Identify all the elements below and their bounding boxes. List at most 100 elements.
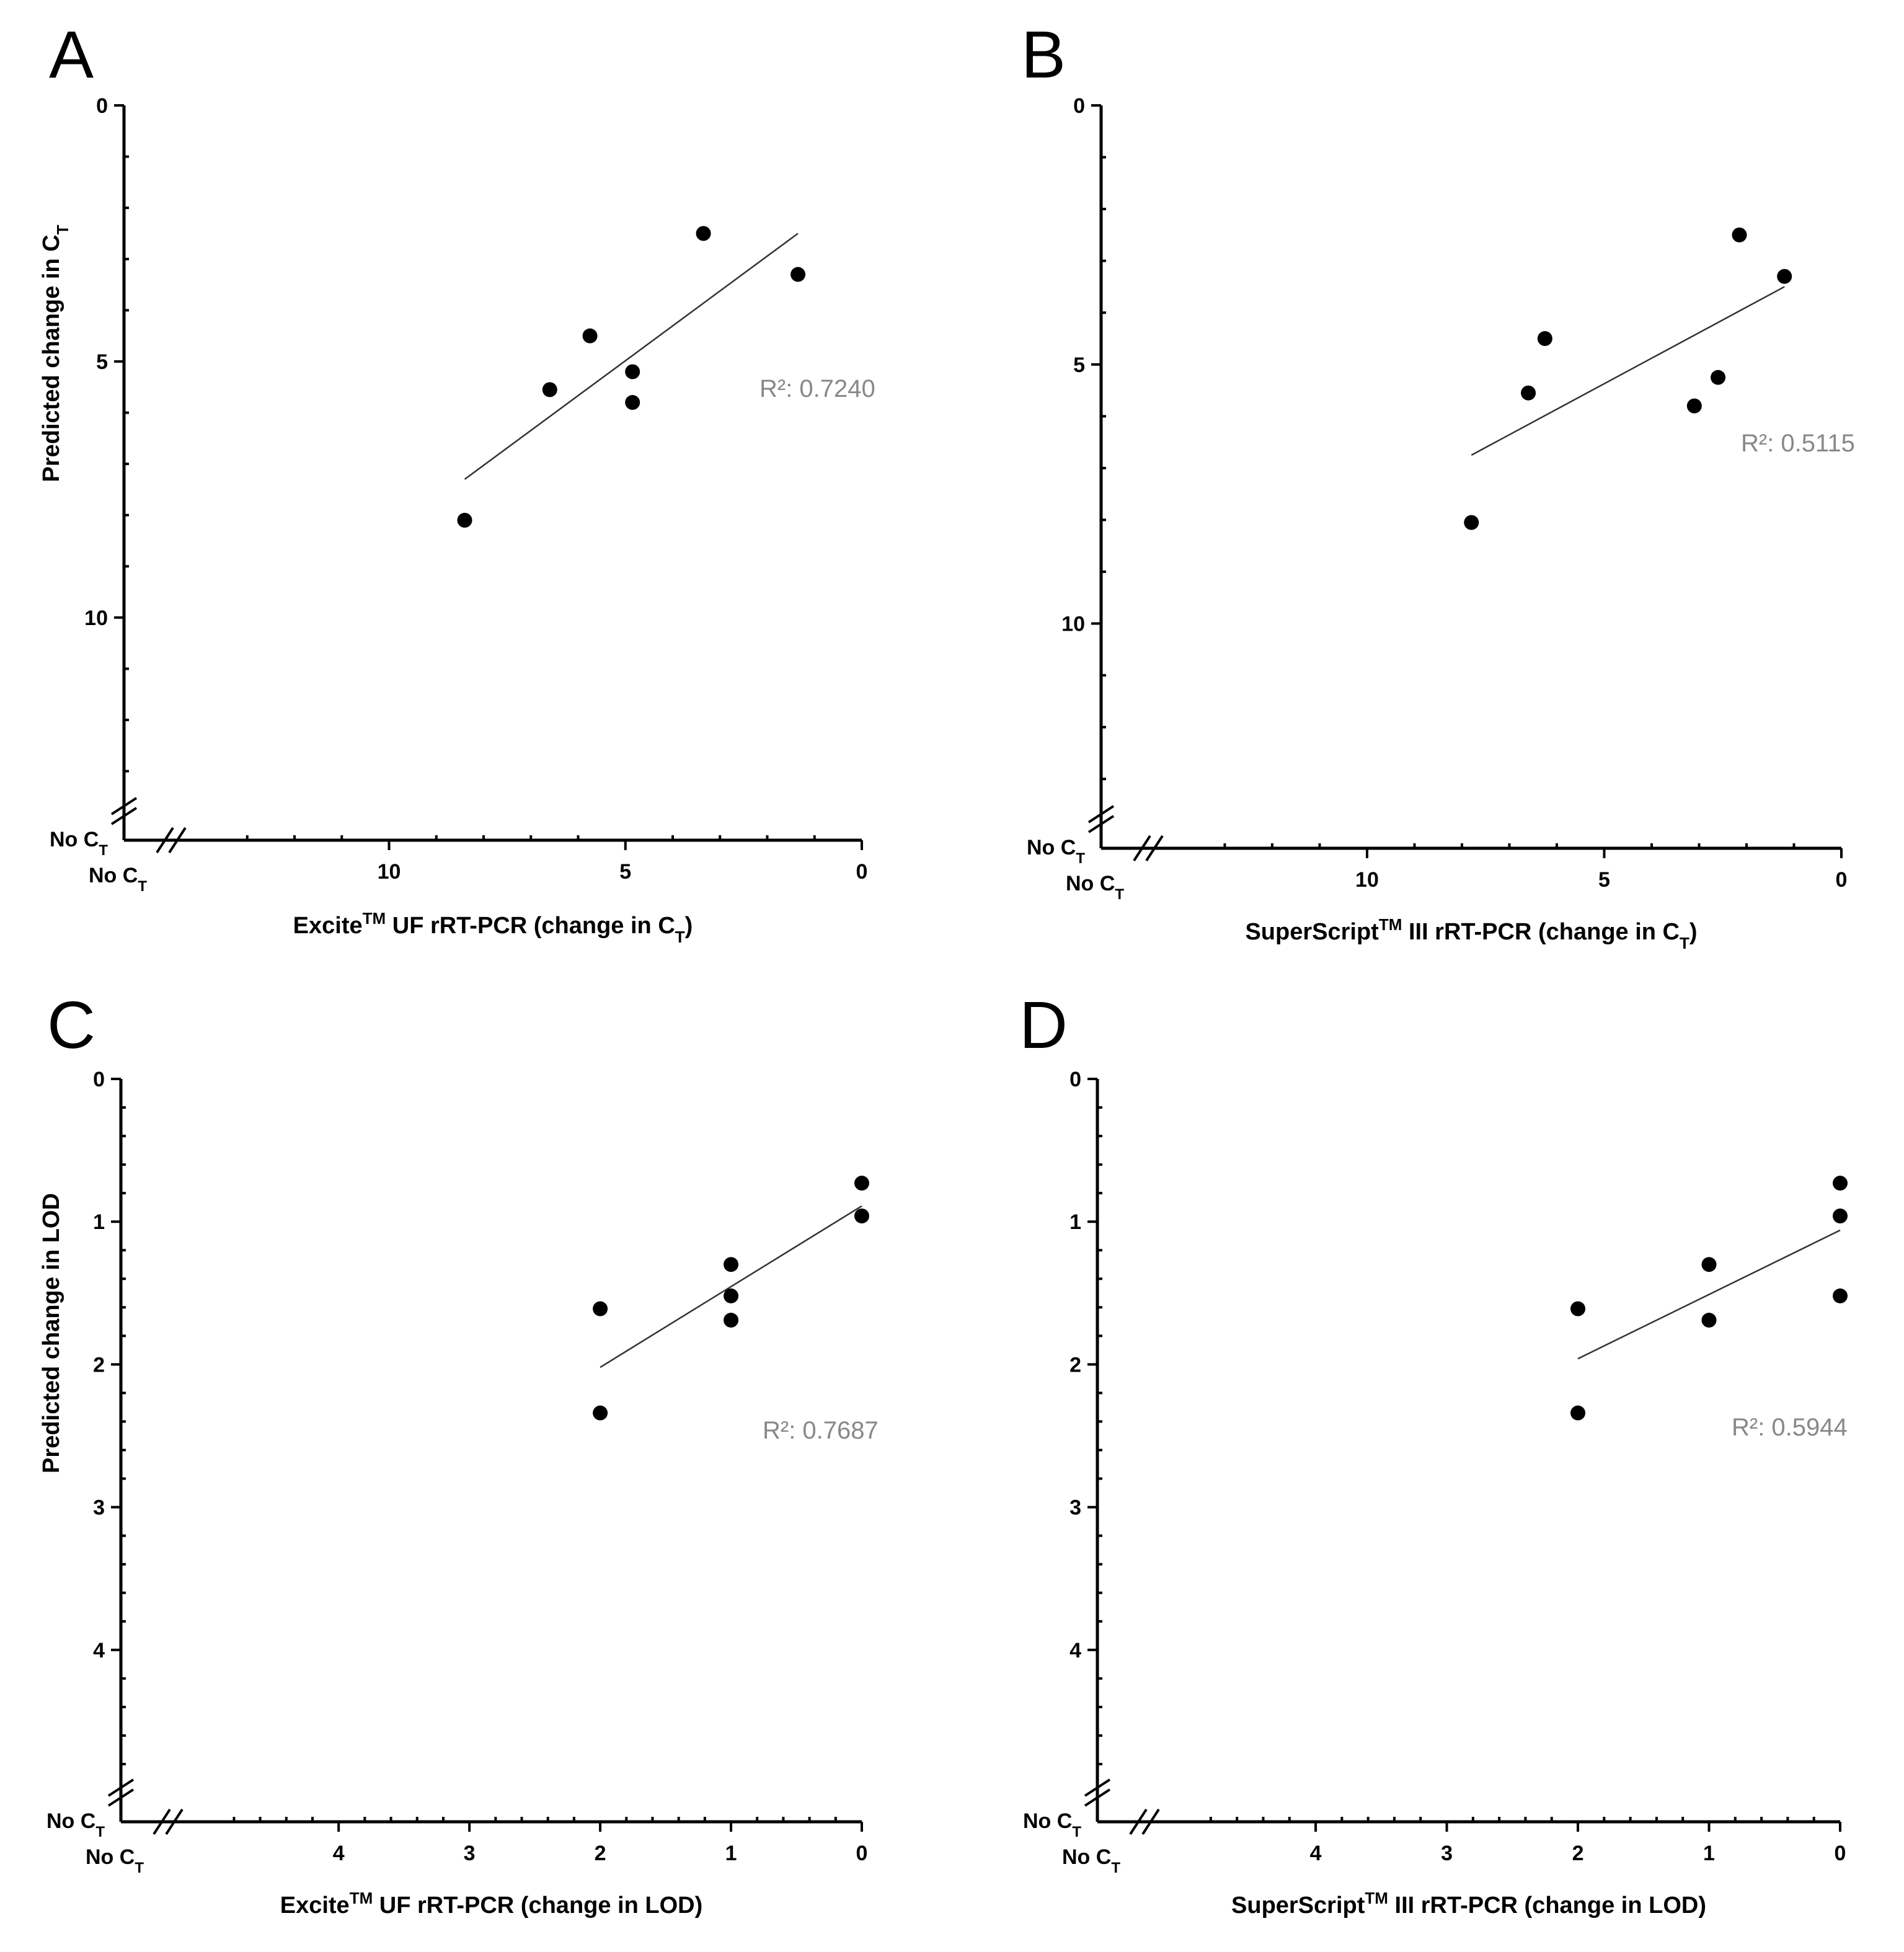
panel-letter: D	[1019, 987, 1068, 1062]
x-no-ct-main: No C	[89, 864, 138, 887]
y-no-ct-label: No CT	[1027, 836, 1085, 867]
x-axis-title-main: SuperScript	[1245, 919, 1379, 945]
data-point	[1701, 1313, 1717, 1328]
y-tick-label: 0	[93, 1068, 105, 1091]
x-axis-title: ExciteTM UF rRT-PCR (change in LOD)	[280, 1889, 703, 1919]
data-point	[1777, 268, 1792, 284]
x-tick-label: 0	[856, 1842, 868, 1865]
x-axis-title-post: III rRT-PCR (change in C	[1402, 919, 1680, 945]
data-point	[790, 267, 806, 282]
y-tick-label: 0	[1073, 94, 1085, 118]
x-tick-label: 3	[464, 1842, 476, 1865]
x-axis-title-sub: T	[1680, 934, 1689, 952]
y-axis-break-mark	[110, 807, 138, 825]
regression-line	[1577, 1229, 1841, 1360]
y-tick-label: 4	[1069, 1639, 1081, 1662]
data-point	[724, 1257, 739, 1272]
x-tick-label: 5	[1598, 868, 1610, 892]
x-axis-title-sup: TM	[1379, 915, 1402, 934]
data-point	[1701, 1257, 1717, 1272]
x-no-ct-label: No CT	[1062, 1845, 1120, 1876]
y-tick-label: 1	[1069, 1210, 1081, 1234]
x-tick-label: 1	[725, 1842, 737, 1865]
x-no-ct-sub: T	[1111, 1860, 1120, 1876]
data-point	[593, 1301, 608, 1316]
x-axis-break-mark	[165, 1808, 184, 1835]
y-no-ct-label: No CT	[1023, 1809, 1081, 1840]
regression-line	[464, 233, 799, 480]
y-no-ct-main: No C	[50, 828, 99, 851]
data-point	[1521, 385, 1536, 401]
x-axis-title: SuperScriptTM III rRT-PCR (change in LOD…	[1231, 1889, 1706, 1919]
y-tick-label: 3	[93, 1496, 105, 1520]
data-point	[696, 226, 711, 241]
x-axis-break-mark	[1141, 1808, 1160, 1835]
y-tick-label: 0	[1069, 1068, 1081, 1091]
x-tick-label: 4	[1310, 1842, 1322, 1865]
x-axis-title: SuperScriptTM III rRT-PCR (change in CT)	[1245, 915, 1697, 952]
x-axis-title-post: UF rRT-PCR (change in C	[386, 913, 675, 939]
y-tick-label: 10	[84, 606, 108, 630]
y-axis-break-mark	[107, 1788, 135, 1807]
x-no-ct-main: No C	[1066, 872, 1115, 895]
y-tick-label: 5	[96, 350, 108, 374]
x-axis-break-mark	[153, 1808, 171, 1835]
y-no-ct-sub: T	[1076, 850, 1085, 867]
x-axis-break-mark	[1129, 1808, 1148, 1835]
x-tick-label: 0	[1836, 868, 1848, 892]
panel-letter: C	[47, 987, 95, 1062]
y-axis-break-mark	[1087, 805, 1115, 823]
x-axis-title-sup: TM	[1365, 1889, 1388, 1907]
y-no-ct-main: No C	[1023, 1809, 1072, 1833]
x-axis-title-main: SuperScript	[1231, 1892, 1365, 1919]
data-point	[1570, 1405, 1586, 1421]
x-no-ct-main: No C	[86, 1845, 135, 1869]
x-tick-label: 2	[1572, 1842, 1584, 1865]
x-no-ct-sub: T	[135, 1860, 144, 1876]
x-axis-title-sub: T	[675, 928, 685, 946]
y-no-ct-sub: T	[1072, 1824, 1081, 1840]
y-tick-label: 0	[96, 94, 108, 118]
x-axis-title-main: Excite	[293, 913, 363, 939]
regression-line	[1471, 286, 1785, 456]
y-tick-label: 2	[93, 1353, 105, 1377]
x-axis-break-mark	[1133, 835, 1151, 862]
panel-letter: A	[49, 17, 94, 92]
y-axis-title: Predicted change in CT	[38, 224, 72, 482]
data-point	[542, 382, 557, 397]
y-axis-title-main: Predicted change in C	[38, 234, 64, 482]
r-squared-label: R²: 0.7687	[763, 1417, 879, 1444]
data-point	[625, 364, 640, 379]
x-no-ct-sub: T	[138, 878, 147, 895]
y-no-ct-main: No C	[1027, 836, 1076, 859]
y-no-ct-label: No CT	[50, 828, 108, 859]
x-axis-break-mark	[168, 827, 187, 854]
x-axis-title-post: III rRT-PCR (change in LOD)	[1388, 1892, 1706, 1919]
data-point	[724, 1313, 739, 1328]
x-axis-title-sup: TM	[363, 909, 386, 928]
x-no-ct-main: No C	[1062, 1845, 1111, 1869]
data-point	[1570, 1301, 1586, 1316]
x-axis-title-main: Excite	[280, 1892, 350, 1919]
x-tick-label: 0	[856, 860, 868, 884]
r-squared-label: R²: 0.7240	[759, 375, 875, 402]
y-no-ct-main: No C	[46, 1809, 95, 1833]
x-axis-break-mark	[156, 827, 174, 854]
data-point	[1686, 398, 1702, 414]
data-point	[854, 1208, 869, 1223]
y-tick-label: 10	[1061, 613, 1085, 636]
data-point	[582, 328, 598, 344]
data-point	[1833, 1288, 1848, 1303]
y-axis-title: Predicted change in LOD	[38, 1193, 64, 1473]
y-axis-break-mark	[1087, 815, 1115, 833]
x-tick-label: 2	[595, 1842, 606, 1865]
data-point	[457, 513, 472, 528]
r-squared-label: R²: 0.5944	[1732, 1414, 1848, 1441]
y-tick-label: 4	[93, 1639, 105, 1662]
x-tick-label: 5	[619, 860, 631, 884]
